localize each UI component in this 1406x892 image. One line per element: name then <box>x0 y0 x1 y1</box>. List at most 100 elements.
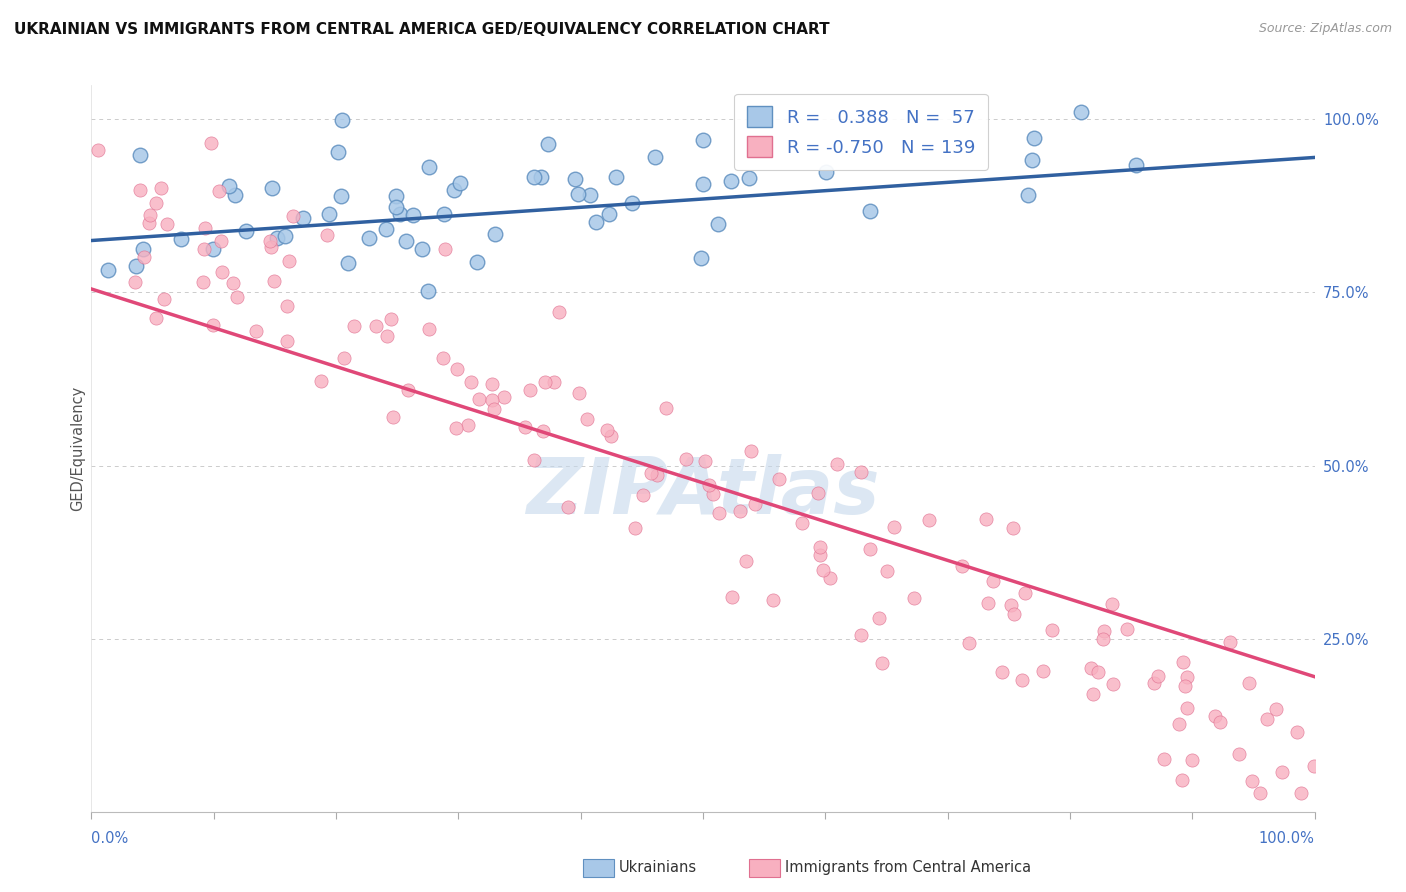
Point <box>276 334 298 348</box>
Point <box>218 179 240 194</box>
Point <box>225 290 247 304</box>
Point <box>655 401 678 415</box>
Point <box>138 216 160 230</box>
Point <box>481 392 503 407</box>
Text: 100.0%: 100.0% <box>1258 831 1315 846</box>
Point <box>981 574 1004 589</box>
Point <box>523 169 546 184</box>
Point <box>567 187 589 202</box>
Point <box>200 136 222 150</box>
Point <box>222 276 245 290</box>
Point <box>522 452 544 467</box>
Point <box>446 362 468 376</box>
Point <box>1171 773 1194 788</box>
Point <box>810 540 832 554</box>
Point <box>640 466 662 480</box>
Point <box>395 234 418 248</box>
Point <box>193 242 215 256</box>
Point <box>201 318 224 333</box>
Point <box>311 375 333 389</box>
Point <box>1219 635 1241 649</box>
Point <box>564 172 586 186</box>
Point <box>432 207 454 221</box>
Point <box>1101 597 1123 611</box>
Point <box>950 558 973 573</box>
Point <box>359 231 381 245</box>
Point <box>883 520 905 534</box>
Point <box>375 222 398 236</box>
Point <box>259 235 281 249</box>
Point <box>903 591 925 605</box>
Point <box>224 187 246 202</box>
Point <box>918 513 941 527</box>
Text: ZIPAtlas: ZIPAtlas <box>526 454 880 530</box>
Point <box>859 541 882 556</box>
Point <box>1227 747 1250 761</box>
Point <box>209 234 232 248</box>
Point <box>811 563 834 577</box>
Point <box>283 209 305 223</box>
Point <box>624 521 647 535</box>
Point <box>531 424 554 438</box>
Point <box>957 636 980 650</box>
Point <box>740 444 762 458</box>
Point <box>1265 702 1288 716</box>
Point <box>153 293 176 307</box>
Point <box>692 177 714 191</box>
Point <box>814 165 837 179</box>
Point <box>468 392 491 406</box>
Text: UKRAINIAN VS IMMIGRANTS FROM CENTRAL AMERICA GED/EQUIVALENCY CORRELATION CHART: UKRAINIAN VS IMMIGRANTS FROM CENTRAL AME… <box>14 22 830 37</box>
Point <box>576 412 599 426</box>
Point <box>790 516 813 530</box>
Point <box>418 322 440 336</box>
Point <box>1237 676 1260 690</box>
Point <box>329 189 352 203</box>
Point <box>343 318 366 333</box>
Text: Immigrants from Central America: Immigrants from Central America <box>785 861 1031 875</box>
Point <box>1167 717 1189 731</box>
Point <box>543 375 565 389</box>
Point <box>1256 712 1278 726</box>
Point <box>1021 153 1043 167</box>
Point <box>976 596 998 610</box>
Point <box>534 375 557 389</box>
Point <box>235 224 257 238</box>
Point <box>434 243 457 257</box>
Point <box>695 454 717 468</box>
Point <box>744 497 766 511</box>
Point <box>818 571 841 585</box>
Point <box>170 232 193 246</box>
Point <box>513 420 536 434</box>
Point <box>548 304 571 318</box>
Point <box>738 170 761 185</box>
Point <box>707 217 730 231</box>
Point <box>1032 664 1054 678</box>
Text: Ukrainians: Ukrainians <box>619 861 697 875</box>
Point <box>1011 673 1033 687</box>
Point <box>1000 599 1022 613</box>
Point <box>87 143 110 157</box>
Point <box>721 590 744 604</box>
Point <box>377 329 399 343</box>
Point <box>156 217 179 231</box>
Point <box>276 299 298 313</box>
Point <box>318 207 340 221</box>
Point <box>1081 687 1104 701</box>
Point <box>443 183 465 197</box>
Point <box>492 390 515 404</box>
Point <box>1102 677 1125 691</box>
Point <box>1143 675 1166 690</box>
Point <box>134 250 156 264</box>
Point <box>245 324 267 338</box>
Text: Source: ZipAtlas.com: Source: ZipAtlas.com <box>1258 22 1392 36</box>
Point <box>260 180 283 194</box>
Point <box>125 259 148 273</box>
Point <box>1087 665 1109 679</box>
Point <box>1285 725 1308 739</box>
Point <box>876 564 898 578</box>
Point <box>191 276 214 290</box>
Point <box>762 593 785 607</box>
Point <box>1092 632 1115 646</box>
Point <box>97 263 120 277</box>
Point <box>481 376 503 391</box>
